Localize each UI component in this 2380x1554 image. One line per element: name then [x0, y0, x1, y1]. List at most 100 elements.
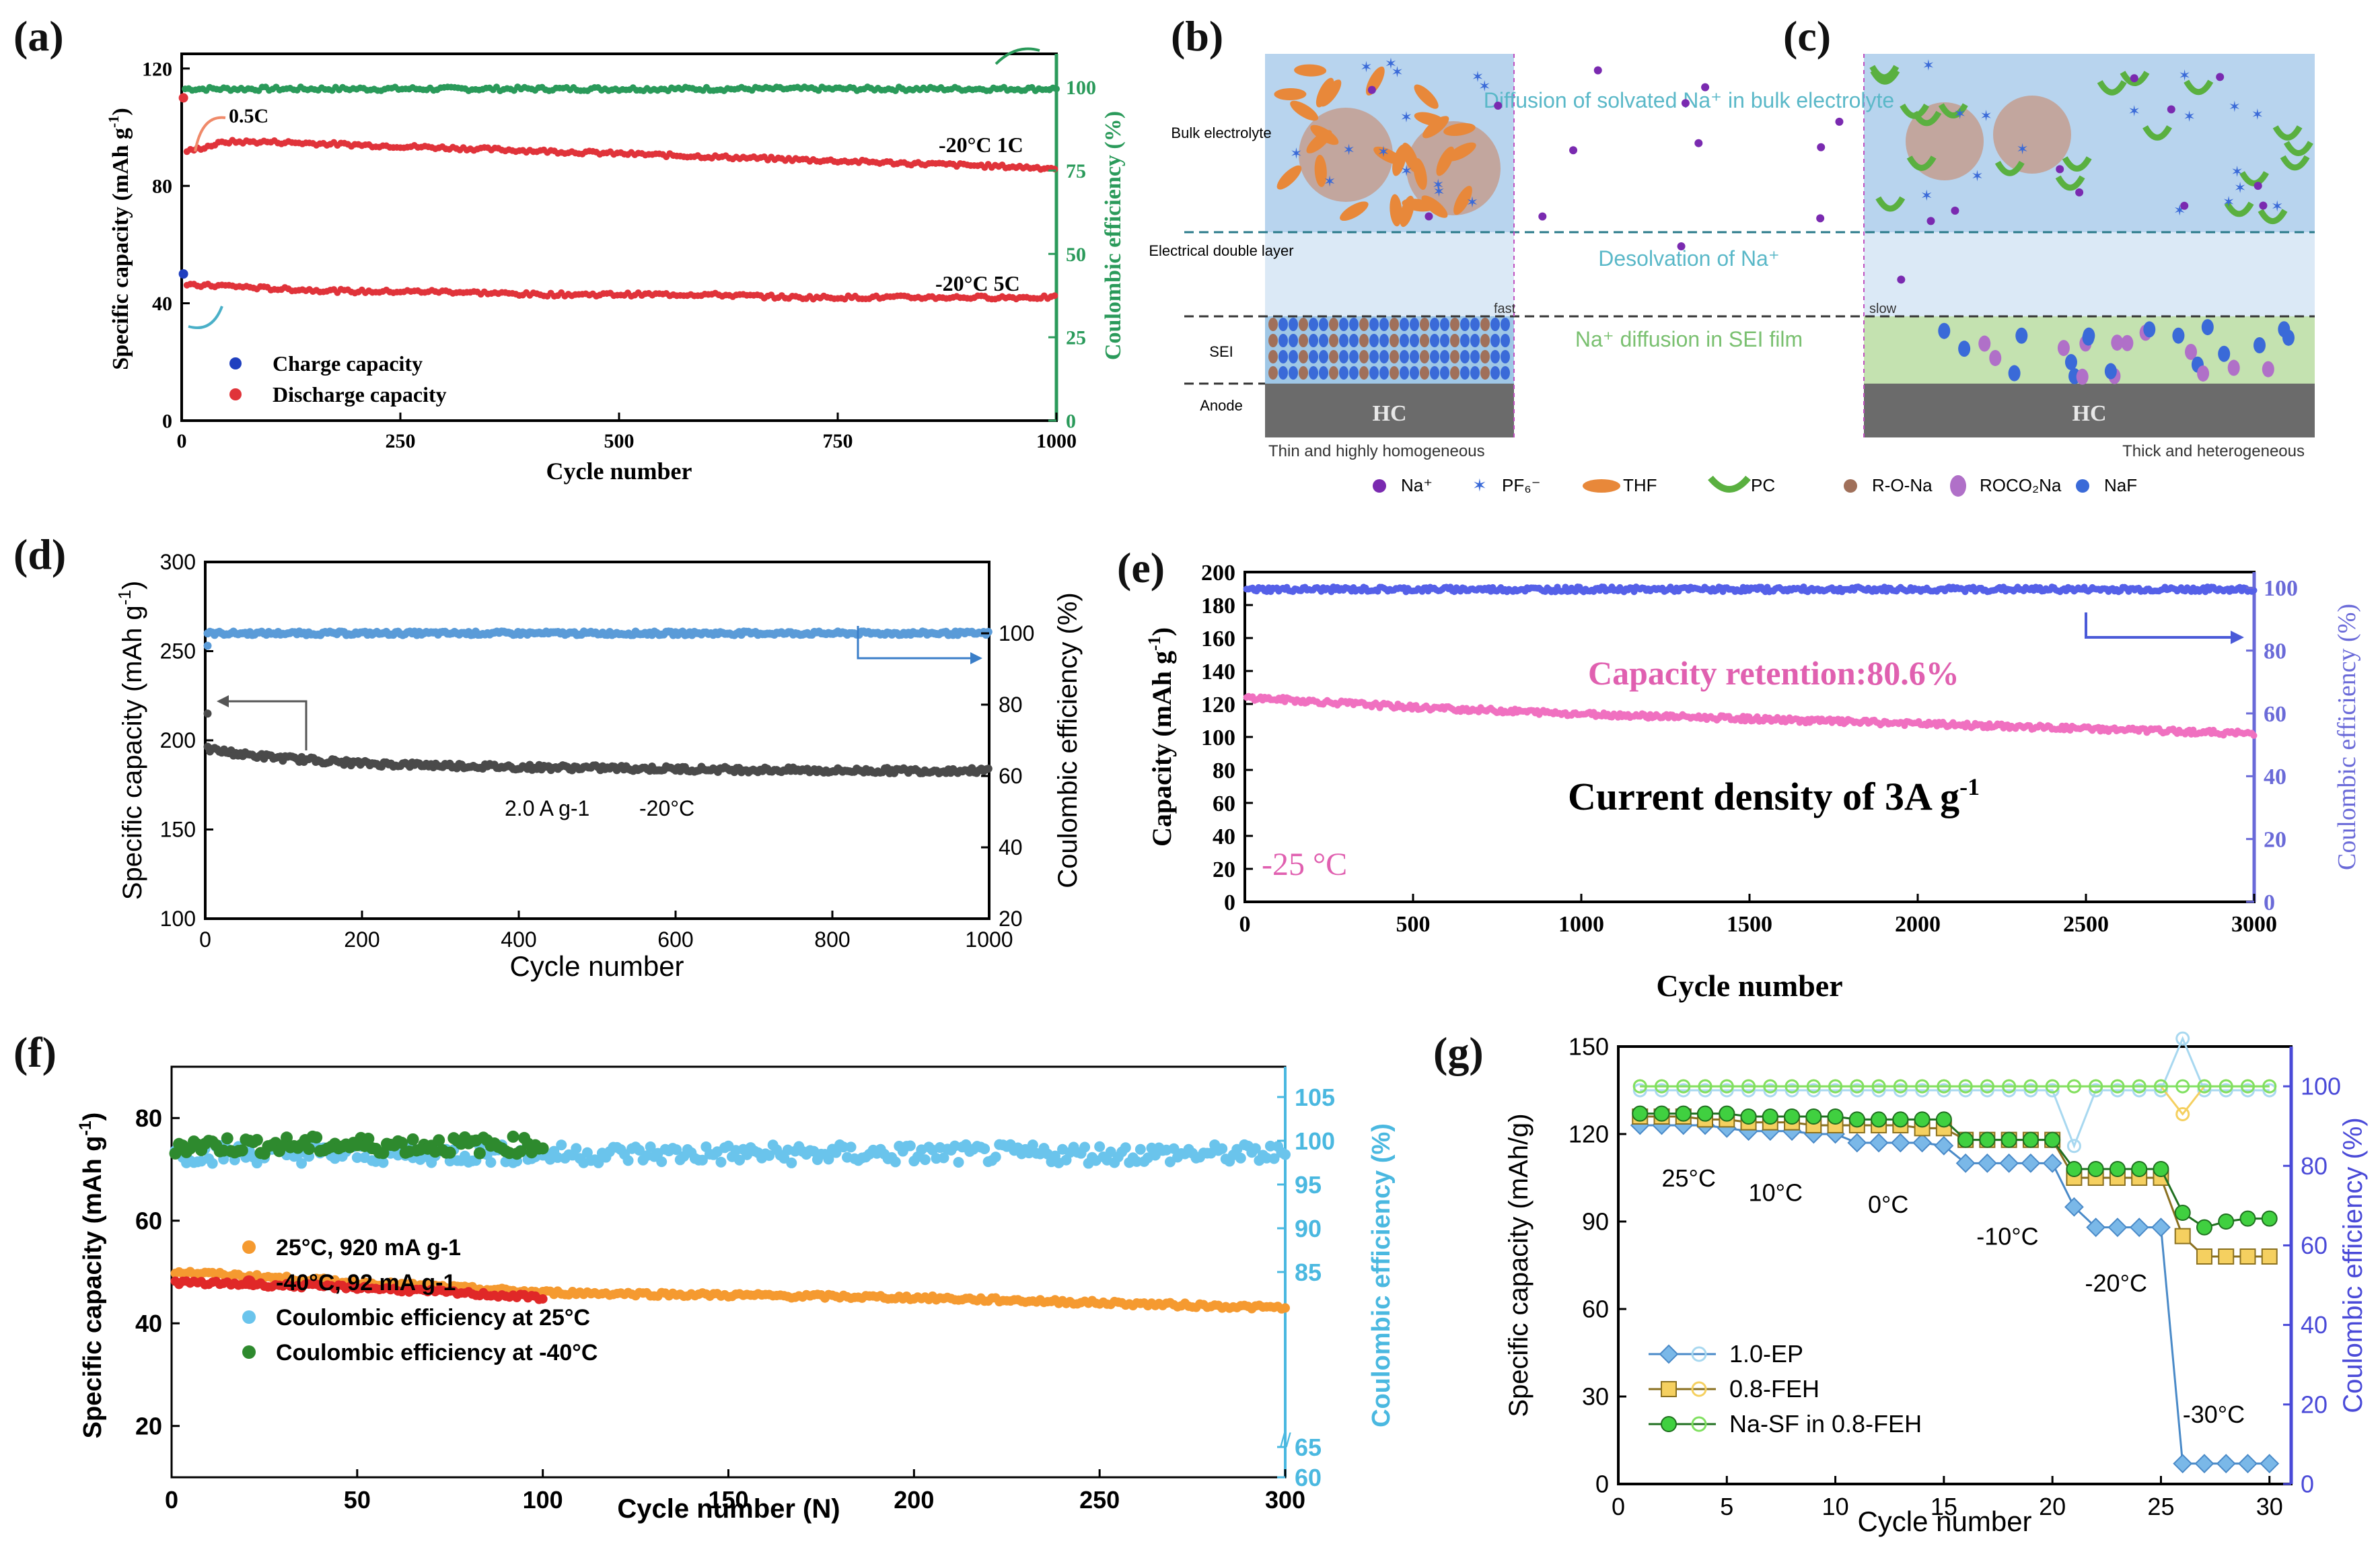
na-ion	[1816, 214, 1825, 223]
y-right-tick-label: 40	[2301, 1311, 2328, 1339]
ce-point	[1937, 1083, 1951, 1098]
capacity-point-first	[203, 709, 212, 718]
sei-component	[1319, 366, 1328, 380]
ce-25c-point	[734, 1154, 746, 1166]
x-tick-label: 400	[501, 927, 536, 952]
legend-label: Coulombic efficiency at 25°C	[276, 1305, 590, 1331]
y-tick-label: 20	[135, 1412, 162, 1440]
ce-40c-point	[507, 1130, 519, 1143]
sei-component	[1440, 366, 1449, 380]
x-tick-label: 250	[1079, 1486, 1120, 1514]
temp-annotation: -20°C	[2085, 1269, 2147, 1297]
sei-component	[1501, 366, 1510, 380]
panel-e-ylabel: Capacity (mAh g-1)	[1145, 627, 1177, 847]
panel-d-arrowhead-left	[217, 695, 229, 707]
na-ion	[1494, 102, 1503, 110]
pf6-ion: ✶	[1922, 57, 1935, 74]
legend-ce-marker	[1691, 1381, 1707, 1397]
sei-component	[1278, 318, 1288, 331]
legend-marker: ✶	[1472, 475, 1487, 495]
thf-molecule	[1422, 116, 1449, 139]
x-tick-label: 600	[657, 927, 693, 952]
temp-annotation: -10°C	[1976, 1223, 2038, 1250]
sei-component	[1299, 350, 1308, 363]
panel-f: (f) 0 50 100 150 200 250 300 20 40 60 80 60 65 85 90 95…	[13, 1028, 1396, 1524]
y-tick-label: 90	[1582, 1208, 1609, 1236]
y-right-tick-label: 100	[2264, 576, 2298, 601]
ce-25c-point	[845, 1141, 857, 1153]
ce-point	[1958, 1083, 1973, 1098]
y-tick-label: 120	[1568, 1121, 1609, 1148]
sei-component	[1339, 366, 1348, 380]
sei-component	[1450, 350, 1459, 363]
capacity-point-na-sf	[1653, 1105, 1670, 1122]
pf6-ion: ✶	[1391, 63, 1403, 80]
ce-point	[1871, 1083, 1886, 1098]
panel-g-annotations: 25°C 10°C 0°C -10°C -20°C -30°C	[1662, 1164, 2245, 1428]
c-edl-region	[1864, 232, 2315, 316]
ce-25c-point	[1250, 1143, 1261, 1154]
capacity-point-1-0-ep	[2173, 1454, 2193, 1474]
thf-molecule	[1453, 186, 1472, 215]
sei-component	[2121, 334, 2134, 351]
y-tick-label: 200	[1201, 561, 1235, 586]
ce-40c-point	[406, 1133, 419, 1145]
thf-molecule	[1443, 122, 1476, 137]
bc-label-desolvation: Desolvation of Na⁺	[1598, 246, 1779, 271]
y-tick-label: 0	[1595, 1471, 1609, 1498]
ce-point	[2045, 1083, 2060, 1098]
x-tick-label: 1000	[965, 927, 1013, 952]
axis-break-mark: //	[1280, 1429, 1291, 1452]
x-tick-label: 500	[1396, 912, 1431, 937]
capacity-point-1-0-ep	[2042, 1153, 2062, 1173]
legend-label: NaF	[2104, 475, 2137, 495]
capacity-point-na-sf	[2174, 1205, 2191, 1221]
ce-40c-point	[303, 1143, 316, 1156]
ce-25c-point	[786, 1157, 797, 1168]
ce-25c-point	[645, 1141, 656, 1153]
panel-d-arrow-right	[857, 626, 976, 660]
pc-molecule	[2258, 209, 2288, 225]
pc-molecule	[1912, 110, 1942, 127]
b-anode	[1265, 384, 1514, 437]
sei-component	[2008, 365, 2021, 382]
sei-component	[1359, 334, 1369, 347]
ce-25c-point	[696, 1154, 708, 1166]
x-tick-label: 2500	[2063, 912, 2109, 937]
sei-component	[1390, 366, 1399, 380]
y-right-tick-label: 90	[1295, 1215, 1322, 1242]
y-right-tick-label: 80	[999, 693, 1023, 717]
capacity-point-1-0-ep	[1869, 1133, 1889, 1153]
panel-e-annot-retention: Capacity retention:80.6%	[1588, 654, 1959, 692]
x-tick-label: 100	[523, 1486, 563, 1514]
ce-25c-point	[1134, 1143, 1146, 1155]
ce-25c-point	[1120, 1142, 1131, 1154]
sei-component	[1430, 318, 1439, 331]
panel-a-legend-charge: Charge capacity	[273, 351, 423, 376]
ce-25c-point	[1280, 1149, 1291, 1160]
x-tick-label: 1000	[1558, 912, 1604, 937]
ce-point	[2066, 1079, 2081, 1094]
ce-point	[2089, 1083, 2103, 1098]
na-ion	[1897, 275, 1906, 284]
b-caption: Thin and highly homogeneous	[1268, 442, 1485, 460]
y-right-tick-label: 25	[1066, 327, 1086, 349]
panel-bc: (b) (c) HC HC Bulk electrolyte Electrica…	[1149, 12, 2315, 497]
b-edl-region	[1265, 232, 1514, 316]
y-tick-label: 120	[142, 58, 172, 80]
pc-molecule	[2224, 201, 2254, 217]
capacity-point-na-sf	[2109, 1161, 2126, 1177]
ce-point	[1676, 1083, 1691, 1098]
na-ion	[2180, 201, 2189, 210]
x-tick-label: 0	[177, 430, 187, 452]
ce-point	[2089, 1079, 2103, 1094]
sei-component	[1989, 349, 2002, 366]
capacity-point-1-0-ep	[2216, 1454, 2236, 1474]
pf6-ion: ✶	[1385, 55, 1397, 72]
ce-point	[1676, 1079, 1691, 1094]
ce-25c-point	[593, 1157, 604, 1168]
panel-g: (g) 0 5 10 15 20 25 30 0 30 60 90 120 150 0 20 40 60 80 10…	[1433, 1028, 2368, 1537]
ce-25c-point	[377, 1157, 389, 1168]
x-tick-label: 15	[1931, 1493, 1957, 1520]
capacity-40c-point	[538, 1294, 548, 1304]
